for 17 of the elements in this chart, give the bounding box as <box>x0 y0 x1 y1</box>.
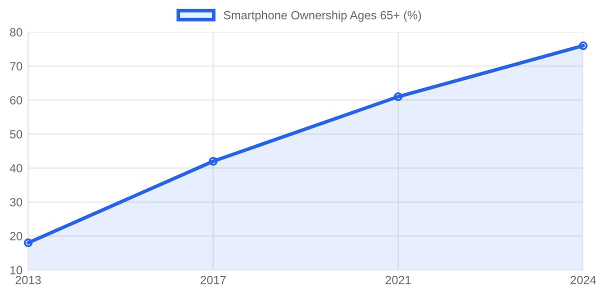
x-tick-label: 2017 <box>200 276 226 284</box>
x-tick-label: 2013 <box>16 276 41 284</box>
point <box>24 238 33 248</box>
y-tick-label: 70 <box>10 62 22 70</box>
y-tick-label: 20 <box>10 232 22 240</box>
y-tick-label: 50 <box>10 130 22 138</box>
y-tick-label: 30 <box>10 198 22 206</box>
y-tick-label: 60 <box>10 96 22 104</box>
point <box>578 41 588 50</box>
y-tick-label: 80 <box>10 28 22 36</box>
y-tick-label: 40 <box>10 164 22 172</box>
point <box>394 92 403 102</box>
x-tick-label: 2024 <box>570 276 596 284</box>
point <box>208 156 218 166</box>
y-tick-label: 10 <box>10 266 22 274</box>
legend-label: Smartphone Ownership Ages 65+ (%) <box>224 10 421 22</box>
x-tick-label: 2021 <box>386 276 411 284</box>
